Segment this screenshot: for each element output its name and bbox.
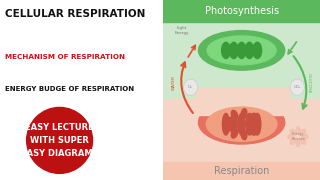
Text: MECHANISM OF RESPIRATION: MECHANISM OF RESPIRATION [5,54,125,60]
Ellipse shape [224,125,233,131]
Circle shape [290,79,304,95]
Ellipse shape [238,113,245,135]
Text: CO₂: CO₂ [293,85,301,89]
Ellipse shape [224,117,233,124]
Ellipse shape [300,129,306,135]
Text: Light
Energy: Light Energy [175,26,189,35]
Ellipse shape [252,121,260,127]
Text: Photosynthesis: Photosynthesis [204,6,279,16]
Ellipse shape [231,129,238,138]
Ellipse shape [288,135,294,139]
Ellipse shape [249,113,256,121]
Ellipse shape [229,42,238,58]
Ellipse shape [245,42,254,58]
Ellipse shape [231,110,238,119]
Ellipse shape [206,107,277,141]
Ellipse shape [241,109,247,118]
Circle shape [184,79,198,95]
FancyBboxPatch shape [163,162,320,180]
Ellipse shape [230,113,237,135]
FancyBboxPatch shape [163,0,320,99]
Ellipse shape [300,138,306,144]
FancyBboxPatch shape [163,99,320,180]
FancyBboxPatch shape [163,0,320,22]
Ellipse shape [302,135,308,139]
Text: GLUCOSE: GLUCOSE [307,73,311,93]
Text: EASY LECTURE
WITH SUPER
EASY DIAGRAMS: EASY LECTURE WITH SUPER EASY DIAGRAMS [21,123,98,158]
Ellipse shape [241,130,247,140]
Ellipse shape [246,113,253,135]
Text: O₂: O₂ [188,85,193,89]
Ellipse shape [291,138,296,144]
Ellipse shape [207,36,276,65]
Ellipse shape [253,42,261,58]
Text: WATER: WATER [172,75,176,90]
Ellipse shape [291,129,296,135]
Text: Respiration: Respiration [214,166,269,176]
Ellipse shape [249,127,256,135]
Text: CELLULAR RESPIRATION: CELLULAR RESPIRATION [5,9,145,19]
FancyBboxPatch shape [195,88,289,115]
Ellipse shape [27,107,92,173]
Ellipse shape [237,42,246,58]
Ellipse shape [198,31,285,70]
Text: ENERGY BUDGE OF RESPIRATION: ENERGY BUDGE OF RESPIRATION [5,86,134,92]
Ellipse shape [222,42,230,58]
Ellipse shape [296,140,300,147]
Ellipse shape [198,101,285,144]
Ellipse shape [222,113,229,135]
Ellipse shape [254,113,261,135]
Text: Energy
Release: Energy Release [291,132,305,141]
Ellipse shape [296,127,300,134]
